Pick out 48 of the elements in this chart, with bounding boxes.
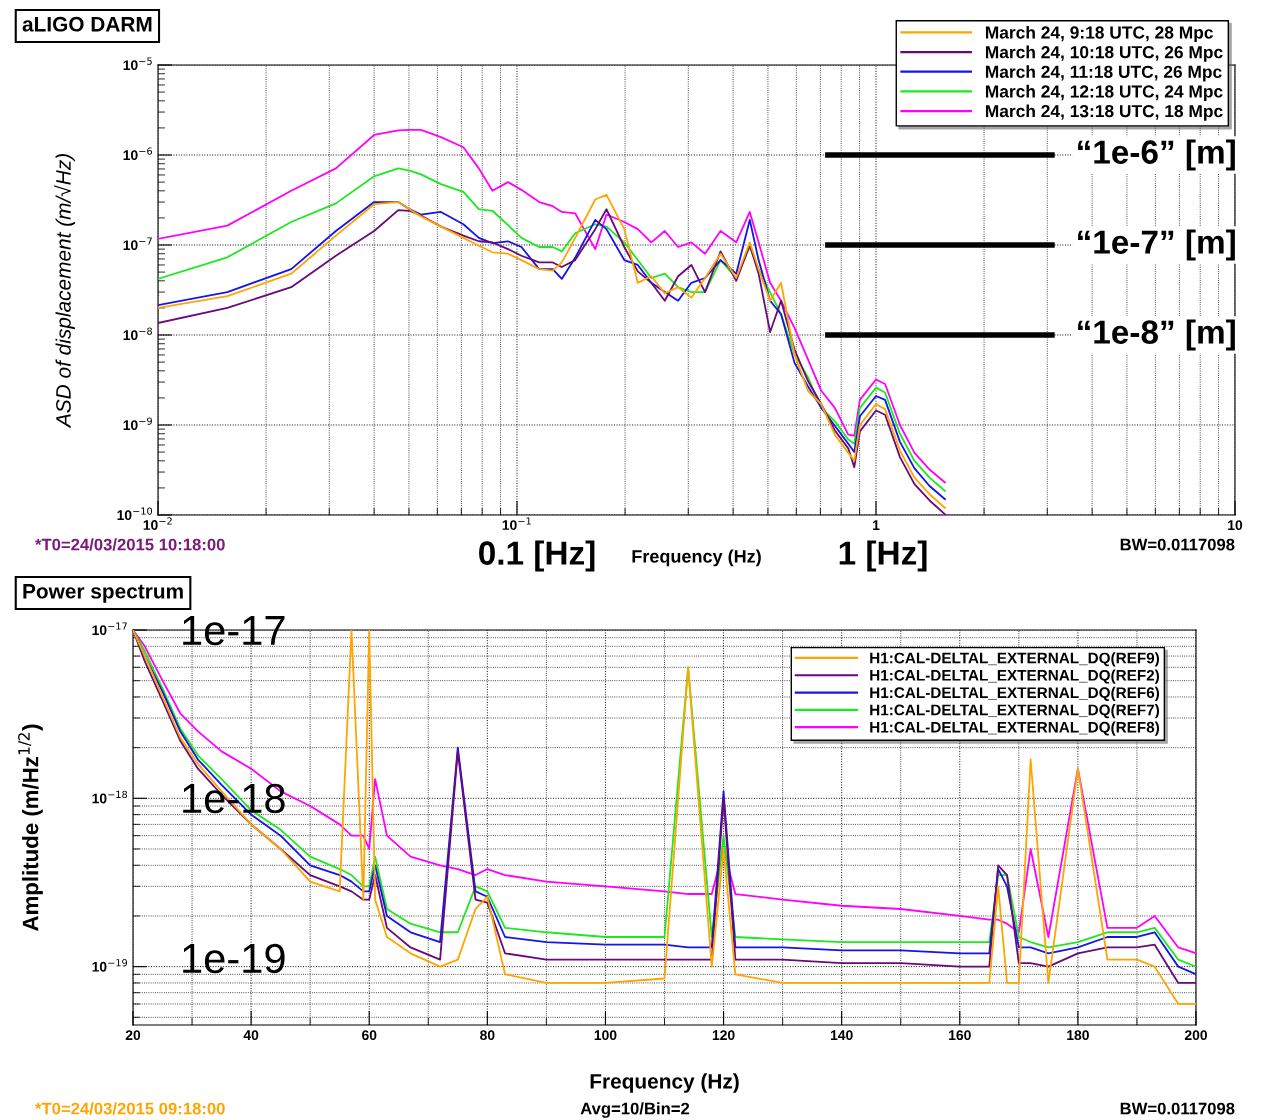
y-tick-label: 10$^{−18}$	[92, 790, 128, 804]
annotation: 1e-19	[183, 943, 285, 974]
x-axis-title: Frequency (Hz)	[632, 549, 761, 567]
legend-label: March 24, 9:18 UTC, 28 Mpc	[985, 25, 1213, 43]
ref-line-label: “1e-6” [m]	[1078, 139, 1235, 171]
x-axis-title: Frequency (Hz)	[590, 1073, 739, 1093]
x-tick-label: 10	[1228, 520, 1243, 531]
x-tick-label: 20	[125, 1030, 141, 1041]
x-tick-label: 120	[712, 1030, 735, 1041]
y-tick-label: 10$^{−5}$	[123, 57, 152, 71]
legend-label: March 24, 11:18 UTC, 26 Mpc	[985, 65, 1222, 82]
text: *T0=24/03/2015 09:18:00	[35, 1102, 225, 1115]
x-tick-label: 160	[949, 1030, 971, 1041]
y-tick-label: 10$^{−17}$	[92, 622, 127, 636]
legend-label: March 24, 12:18 UTC, 24 Mpc	[985, 84, 1223, 102]
y-tick-label: 10$^{−19}$	[92, 959, 128, 972]
x-tick-label: 180	[1067, 1030, 1089, 1041]
x-tick-label: 80	[480, 1030, 495, 1041]
legend-label: March 24, 13:18 UTC, 18 Mpc	[985, 104, 1223, 121]
legend-label: H1:CAL-DELTAL_EXTERNAL_DQ(REF6)	[870, 686, 1160, 702]
x-tick-label: 200	[1184, 1030, 1208, 1041]
text: BW=0.0117098	[1120, 1102, 1235, 1115]
legend-label: H1:CAL-DELTAL_EXTERNAL_DQ(REF2)	[870, 669, 1160, 684]
legend-label: H1:CAL-DELTAL_EXTERNAL_DQ(REF7)	[870, 704, 1160, 719]
y-axis-title: ASD of displacement (m/√Hz)	[54, 154, 75, 429]
x-tick-label: 40	[243, 1030, 259, 1041]
x-tick-label: 60	[362, 1030, 377, 1041]
y-tick-label: 10$^{−6}$	[123, 147, 153, 161]
x-tick-label: 10$^{−1}$	[502, 517, 531, 530]
x-tick-label: 140	[830, 1030, 853, 1041]
text: BW=0.0117098	[1120, 538, 1235, 551]
ref-line-label: “1e-7” [m]	[1078, 229, 1235, 261]
ref-line-label: “1e-8” [m]	[1078, 319, 1235, 351]
y-tick-label: 10$^{−7}$	[123, 237, 152, 251]
x-tick-label: 1	[873, 520, 880, 530]
legend-label: H1:CAL-DELTAL_EXTERNAL_DQ(REF8)	[870, 721, 1160, 736]
chart-title: aLIGO DARM	[22, 16, 152, 32]
legend-label: H1:CAL-DELTAL_EXTERNAL_DQ(REF9)	[870, 652, 1160, 667]
text: Avg=10/Bin=2	[580, 1102, 690, 1118]
x-tick-label: 100	[594, 1030, 617, 1041]
legend-label: March 24, 10:18 UTC, 26 Mpc	[985, 45, 1223, 62]
y-axis-title: Amplitude (m/Hz$^{1/2}$)	[18, 724, 43, 931]
chart-title: Power spectrum	[23, 584, 183, 603]
y-tick-label: 10$^{−8}$	[123, 327, 152, 341]
text: *T0=24/03/2015 10:18:00	[35, 538, 225, 551]
text: 0.1 [Hz]	[479, 540, 595, 572]
y-tick-label: 10$^{−9}$	[123, 417, 152, 431]
text: 1 [Hz]	[839, 540, 927, 572]
